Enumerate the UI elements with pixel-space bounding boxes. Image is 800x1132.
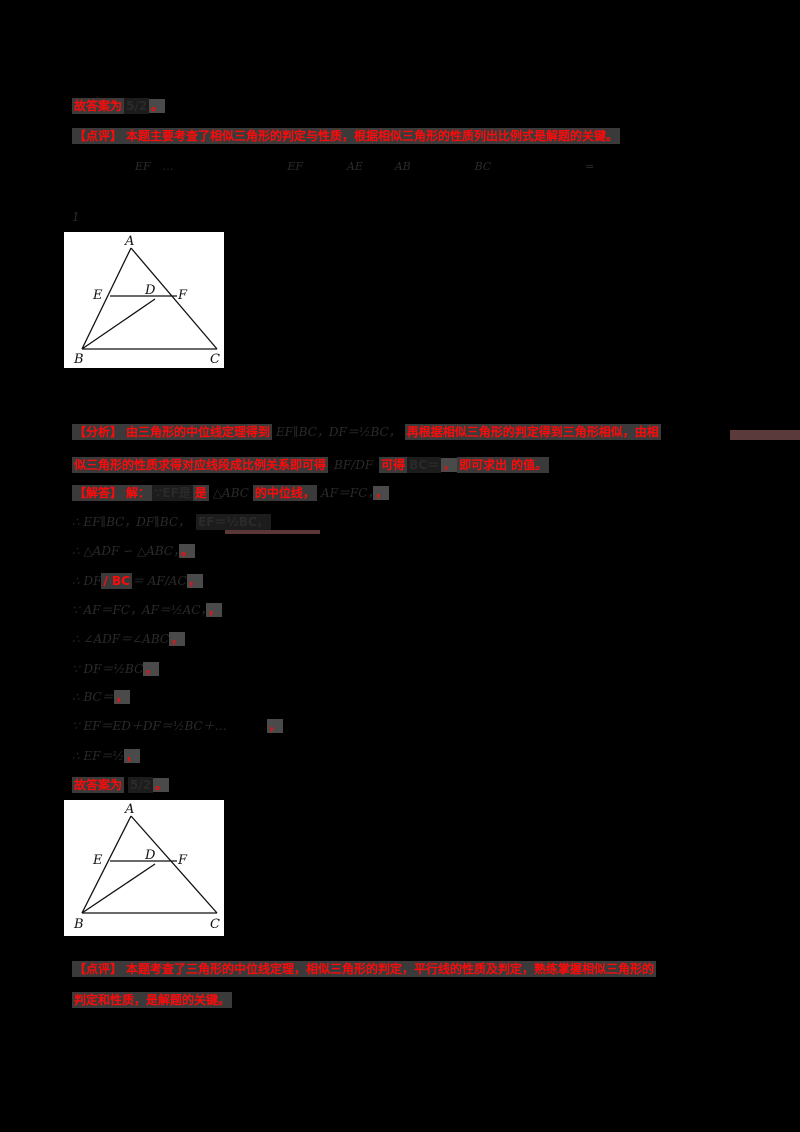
stray-mark: 1 bbox=[72, 210, 80, 224]
math-line-1: EF … EF AE AB BC = bbox=[135, 160, 595, 173]
comment-2-line-1: 【点评】 本题考查了三角形的中位线定理，相似三角形的判定，平行线的性质及判定，熟练… bbox=[72, 961, 657, 977]
svg-text:E: E bbox=[92, 288, 103, 303]
final-label: 故答案为 bbox=[72, 777, 125, 793]
comment-1: 【点评】 本题主要考查了相似三角形的判定与性质，根据相似三角形的性质列出比例式是解… bbox=[72, 127, 621, 145]
svg-text:B: B bbox=[73, 352, 84, 367]
svg-text:A: A bbox=[124, 802, 134, 817]
solution-step-4: ∵ AF＝FC，AF＝½AC，， bbox=[72, 603, 223, 617]
svg-text:C: C bbox=[210, 352, 220, 367]
triangle-figure-2: A E D F B C bbox=[64, 800, 224, 936]
answer-period: 。 bbox=[149, 99, 166, 113]
solution-step-3: ∴ DF / BC ＝ AF/AC， bbox=[72, 573, 203, 589]
svg-text:D: D bbox=[144, 848, 156, 863]
answer-line: 故答案为 5/2。 bbox=[72, 97, 166, 115]
svg-text:A: A bbox=[124, 234, 134, 249]
comment-1-text: 本题主要考查了相似三角形的判定与性质，根据相似三角形的性质列出比例式是解题的关键… bbox=[124, 128, 621, 144]
answer-value: 5/2 bbox=[124, 98, 150, 114]
svg-text:B: B bbox=[73, 917, 84, 932]
triangle-diagram: A E D F B C bbox=[73, 234, 220, 367]
solution-step-2: ∴ △ADF ∽ △ABC，。 bbox=[72, 544, 196, 558]
analysis-tag: 【分析】 bbox=[72, 424, 125, 440]
svg-text:F: F bbox=[177, 853, 188, 868]
triangle-diagram: A E D F B C bbox=[73, 802, 220, 932]
solution-final: 故答案为 5/2。 bbox=[72, 777, 170, 793]
analysis-line-1: 【分析】 由三角形的中位线定理得到 EF∥BC，DF＝½BC， 再根据相似三角形的判定… bbox=[72, 424, 661, 440]
comment-2-tag: 【点评】 bbox=[72, 961, 125, 977]
comment-1-tag: 【点评】 bbox=[72, 128, 125, 144]
solution-step-6: ∵ DF＝½BC， bbox=[72, 662, 160, 676]
solution-step-9: ∴ EF＝½， bbox=[72, 749, 141, 763]
underline-band bbox=[225, 530, 320, 534]
solution-step-1: ∴ EF∥BC，DF∥BC， EF＝½BC， bbox=[72, 514, 271, 530]
answer-label: 故答案为 bbox=[72, 98, 125, 114]
analysis-line-2: 似三角形的性质求得对应线段成比例关系即可得 BF/DF 可得 BC＝，即可求出 的值。 bbox=[72, 457, 550, 473]
svg-text:E: E bbox=[92, 853, 103, 868]
solution-step-5: ∴ ∠ADF＝∠ABC， bbox=[72, 632, 186, 646]
svg-text:C: C bbox=[210, 917, 220, 932]
comment-2-line-2: 判定和性质，是解题的关键。 bbox=[72, 992, 233, 1008]
solution-step-8: ∵ EF＝ED＋DF＝½BC＋…， bbox=[72, 719, 283, 733]
svg-text:D: D bbox=[144, 283, 156, 298]
triangle-figure-1: A E D F B C bbox=[64, 232, 224, 368]
svg-text:F: F bbox=[177, 288, 188, 303]
solution-intro: 【解答】 解： ∵EF是是 △ABC 的中位线， AF＝FC，， bbox=[72, 485, 390, 501]
solution-step-7: ∴ BC＝， bbox=[72, 690, 130, 704]
overflow-band bbox=[730, 430, 800, 440]
solution-tag: 【解答】 bbox=[72, 485, 125, 501]
